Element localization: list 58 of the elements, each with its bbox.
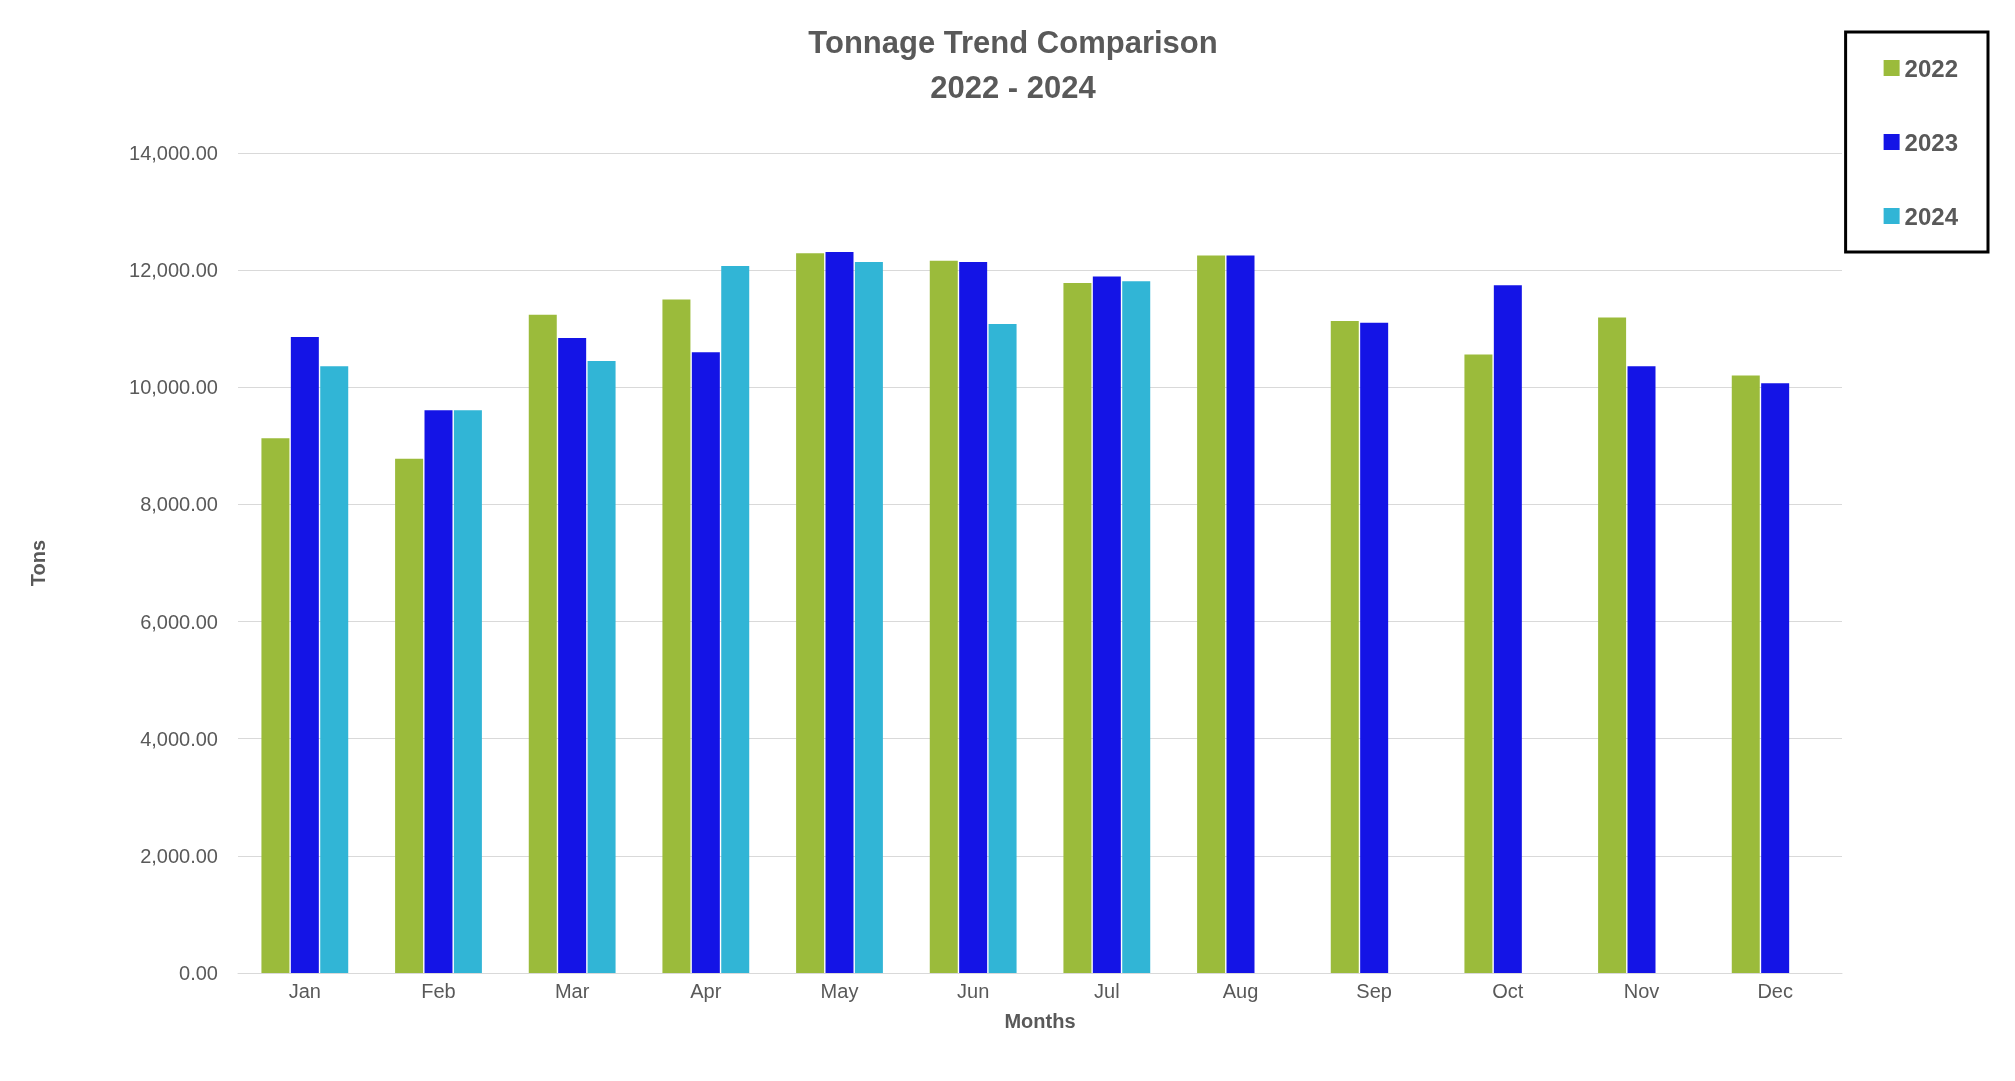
bar [929, 260, 958, 973]
bar [1092, 276, 1121, 973]
x-tick-label: Feb [421, 980, 456, 1002]
y-axis-title: Tons [27, 539, 49, 587]
chart-subtitle: 2022 - 2024 [930, 70, 1097, 105]
y-tick-label: 6,000.00 [140, 610, 218, 633]
bar [1063, 283, 1092, 973]
bar [424, 410, 453, 973]
bar [261, 438, 290, 973]
bar [1493, 285, 1522, 973]
x-tick-label: Aug [1222, 980, 1259, 1002]
x-tick-label: Dec [1757, 980, 1793, 1002]
bar [1731, 375, 1760, 973]
bar [1464, 354, 1493, 973]
y-tick-label: 4,000.00 [140, 727, 218, 750]
y-tick-label: 8,000.00 [140, 493, 218, 516]
x-axis-title: Months [1004, 1010, 1076, 1032]
bar [662, 299, 691, 973]
y-tick-label: 14,000.00 [129, 142, 218, 164]
x-tick-label: Apr [690, 980, 722, 1002]
bar [1761, 383, 1790, 973]
x-tick-label: Jul [1094, 980, 1120, 1002]
legend-label: 2022 [1904, 54, 1958, 82]
bar [320, 366, 349, 973]
legend-label: 2024 [1904, 202, 1959, 230]
bar [988, 324, 1017, 973]
bar [587, 360, 616, 973]
bar [1598, 317, 1627, 973]
bar [528, 314, 557, 973]
bar [1330, 321, 1359, 973]
x-tick-label: Mar [554, 980, 590, 1002]
x-tick-label: Jun [957, 980, 990, 1002]
bar [1360, 322, 1389, 973]
bar [395, 458, 424, 973]
bar [825, 251, 854, 973]
bar [1226, 255, 1255, 973]
x-tick-label: May [820, 980, 859, 1002]
bar [854, 261, 883, 973]
bar [959, 261, 988, 973]
bar [558, 338, 587, 973]
x-tick-label: Oct [1492, 980, 1524, 1002]
bar [1122, 281, 1151, 973]
x-tick-label: Sep [1356, 980, 1392, 1002]
legend-label: 2023 [1904, 128, 1958, 156]
y-tick-label: 0.00 [179, 962, 218, 984]
chart-title: Tonnage Trend Comparison [808, 25, 1218, 60]
bar [1627, 366, 1656, 973]
y-tick-label: 12,000.00 [129, 259, 218, 282]
bar [290, 336, 319, 973]
bar [1197, 255, 1226, 973]
x-tick-label: Jan [288, 980, 321, 1002]
bar [691, 352, 720, 973]
y-tick-label: 10,000.00 [129, 376, 218, 399]
x-tick-label: Nov [1623, 980, 1660, 1002]
bar [453, 410, 482, 973]
bar [721, 266, 750, 973]
bar [796, 253, 825, 973]
y-tick-label: 2,000.00 [140, 844, 218, 867]
